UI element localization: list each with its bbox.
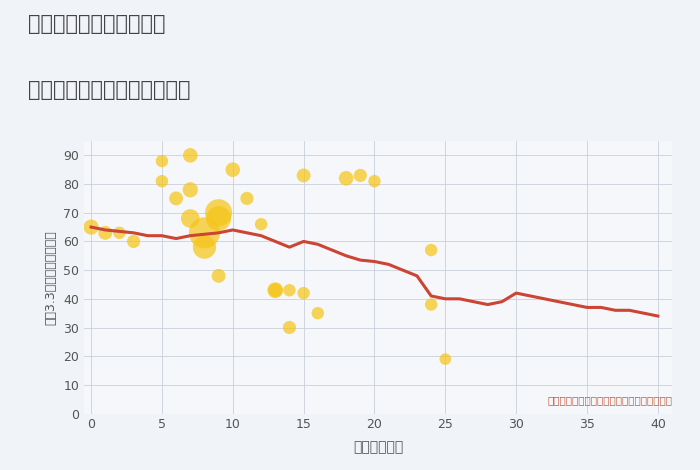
Point — [199, 229, 210, 236]
Point — [284, 286, 295, 294]
Point — [213, 272, 224, 280]
Point — [298, 172, 309, 179]
Point — [426, 301, 437, 308]
Text: 築年数別中古マンション価格: 築年数別中古マンション価格 — [28, 80, 190, 100]
Point — [241, 195, 253, 202]
X-axis label: 築年数（年）: 築年数（年） — [353, 440, 403, 454]
Y-axis label: 平（3.3㎡）単価（万円）: 平（3.3㎡）単価（万円） — [45, 230, 57, 325]
Point — [312, 309, 323, 317]
Point — [369, 177, 380, 185]
Point — [270, 286, 281, 294]
Point — [426, 246, 437, 254]
Text: 円の大きさは、取引のあった物件面積を示す: 円の大きさは、取引のあった物件面積を示す — [547, 395, 672, 406]
Point — [199, 243, 210, 251]
Point — [171, 195, 182, 202]
Point — [156, 157, 167, 165]
Point — [440, 355, 451, 363]
Point — [185, 215, 196, 222]
Point — [213, 209, 224, 217]
Point — [85, 223, 97, 231]
Point — [99, 229, 111, 236]
Point — [340, 174, 351, 182]
Point — [185, 152, 196, 159]
Point — [284, 324, 295, 331]
Point — [298, 290, 309, 297]
Text: 三重県松阪市嬉野野田町: 三重県松阪市嬉野野田町 — [28, 14, 165, 34]
Point — [228, 166, 239, 173]
Point — [355, 172, 366, 179]
Point — [213, 215, 224, 222]
Point — [114, 229, 125, 236]
Point — [256, 220, 267, 228]
Point — [128, 238, 139, 245]
Point — [185, 186, 196, 194]
Point — [270, 286, 281, 294]
Point — [156, 177, 167, 185]
